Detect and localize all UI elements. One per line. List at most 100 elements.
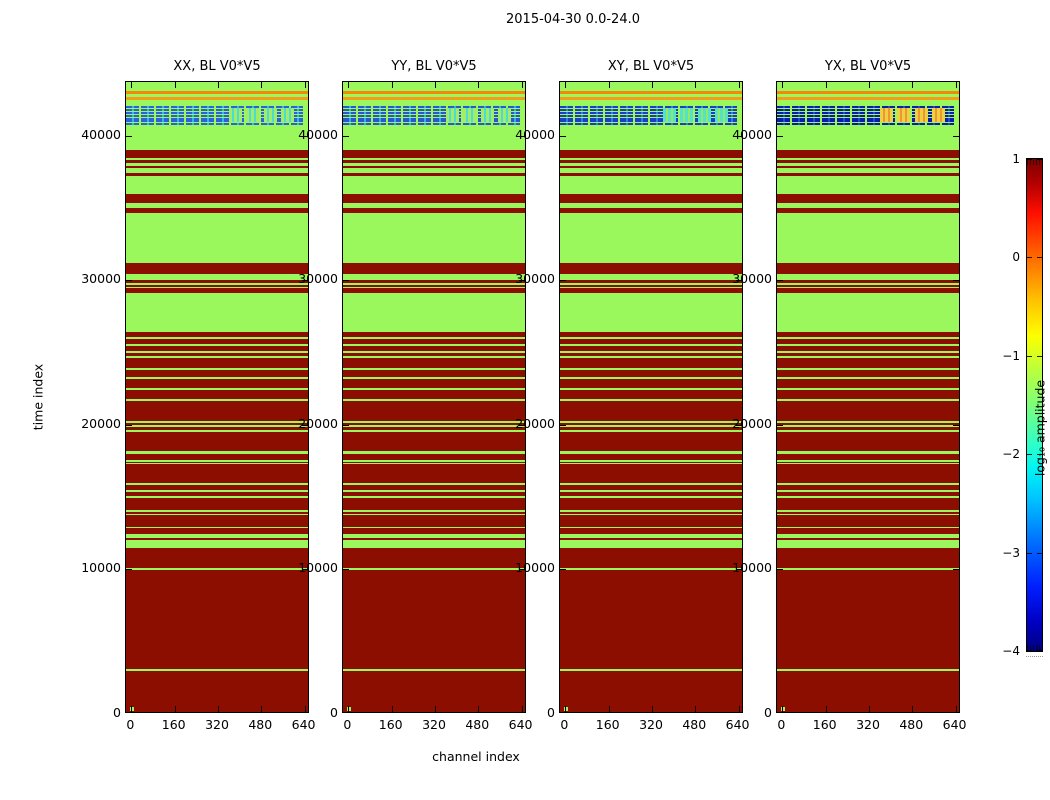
colorbar-top-hatch bbox=[1027, 159, 1042, 165]
band-bg bbox=[777, 568, 959, 571]
x-tick-mark bbox=[131, 82, 133, 88]
band-sat bbox=[777, 173, 959, 177]
rfi-speckle-line bbox=[560, 120, 737, 123]
band-sat bbox=[777, 570, 959, 670]
band-sat bbox=[343, 279, 525, 284]
subplot-title: YY, BL V0*V5 bbox=[391, 59, 477, 74]
band-sat bbox=[126, 401, 308, 422]
x-tick-label: 480 bbox=[899, 717, 924, 732]
x-tick-label: 320 bbox=[856, 717, 880, 732]
band-sat bbox=[560, 345, 742, 352]
band-bg bbox=[343, 482, 525, 486]
colorbar-tick-mark bbox=[1027, 552, 1032, 554]
y-tick-mark bbox=[343, 280, 349, 282]
colorbar-tick-mark bbox=[1027, 650, 1032, 651]
rfi-block bbox=[914, 107, 928, 122]
x-tick-label: 640 bbox=[942, 717, 967, 732]
x-tick-mark bbox=[738, 82, 740, 88]
band-bg bbox=[560, 202, 742, 209]
colorbar-tick-mark bbox=[1037, 355, 1042, 357]
band-sat bbox=[126, 511, 308, 515]
band-sat bbox=[126, 332, 308, 338]
band-sat bbox=[126, 149, 308, 159]
band-sat bbox=[560, 514, 742, 528]
rfi-speckle-line bbox=[126, 117, 303, 120]
band-bg bbox=[343, 451, 525, 455]
band-sat bbox=[343, 370, 525, 378]
band-sat bbox=[126, 671, 308, 712]
band-sat bbox=[126, 279, 308, 284]
band-sat bbox=[777, 464, 959, 483]
x-tick-mark bbox=[218, 82, 219, 88]
band-bg bbox=[343, 533, 525, 539]
band-sat bbox=[343, 511, 525, 515]
band-bg bbox=[343, 430, 525, 433]
x-tick-label: 0 bbox=[560, 717, 569, 732]
band-or1 bbox=[560, 90, 742, 95]
x-tick-mark bbox=[521, 82, 523, 88]
band-sat bbox=[126, 528, 308, 535]
band-sat bbox=[126, 464, 308, 483]
band-sat bbox=[126, 485, 308, 491]
y-tick-label: 10000 bbox=[515, 560, 555, 576]
band-bg bbox=[560, 163, 742, 167]
colorbar-tick-mark bbox=[1027, 159, 1032, 160]
band-bg bbox=[343, 163, 525, 167]
x-tick-mark bbox=[825, 82, 827, 88]
band-sat bbox=[777, 358, 959, 369]
band-bg bbox=[777, 513, 959, 516]
x-tick-mark bbox=[782, 706, 784, 712]
band-bg bbox=[343, 213, 525, 264]
band-sat bbox=[560, 497, 742, 511]
rfi-speckle-line bbox=[343, 123, 520, 126]
band-bg bbox=[560, 94, 742, 98]
band-bg bbox=[560, 158, 742, 161]
band-bg bbox=[126, 462, 308, 465]
band-bg bbox=[777, 669, 959, 672]
band-sat bbox=[777, 537, 959, 541]
y-tick-label: 20000 bbox=[298, 415, 338, 431]
band-sat bbox=[777, 288, 959, 294]
band-bg bbox=[343, 351, 525, 354]
band-bg bbox=[126, 337, 308, 340]
band-bg bbox=[560, 213, 742, 264]
y-tick-label: 10000 bbox=[81, 560, 121, 576]
x-tick-mark bbox=[261, 706, 263, 712]
band-bg bbox=[343, 399, 525, 402]
x-tick-mark bbox=[218, 706, 219, 712]
band-sat bbox=[343, 461, 525, 464]
band-sat bbox=[560, 285, 742, 288]
colorbar-tick-mark bbox=[1037, 650, 1042, 651]
band-bg bbox=[343, 287, 525, 289]
y-tick-mark bbox=[302, 424, 308, 426]
band-sat bbox=[126, 262, 308, 275]
band-sat bbox=[560, 208, 742, 214]
band-sat bbox=[560, 401, 742, 422]
colorbar-tick-mark bbox=[1027, 355, 1032, 357]
band-bg bbox=[777, 202, 959, 209]
rfi-speckle-line bbox=[560, 108, 737, 111]
band-bg bbox=[777, 399, 959, 402]
band-sat bbox=[777, 514, 959, 528]
band-bg bbox=[343, 669, 525, 672]
band-bg bbox=[126, 82, 308, 92]
band-bg bbox=[126, 482, 308, 486]
x-tick-mark bbox=[912, 82, 914, 88]
x-tick-label: 0 bbox=[343, 717, 352, 732]
y-tick-mark bbox=[953, 569, 959, 571]
y-tick-mark bbox=[302, 280, 308, 282]
band-bg bbox=[343, 425, 525, 428]
band-bg bbox=[560, 490, 742, 493]
band-bg bbox=[126, 388, 308, 391]
y-tick-mark bbox=[777, 424, 783, 426]
band-sat bbox=[777, 370, 959, 378]
band-bg bbox=[777, 82, 959, 92]
y-tick-mark bbox=[777, 135, 783, 137]
rfi-block bbox=[697, 107, 711, 122]
band-sat bbox=[343, 160, 525, 164]
y-tick-mark bbox=[126, 280, 132, 282]
band-sat bbox=[343, 288, 525, 294]
band-bg bbox=[126, 495, 308, 499]
colorbar-tick-mark bbox=[1027, 454, 1032, 456]
y-tick-mark bbox=[343, 424, 349, 426]
